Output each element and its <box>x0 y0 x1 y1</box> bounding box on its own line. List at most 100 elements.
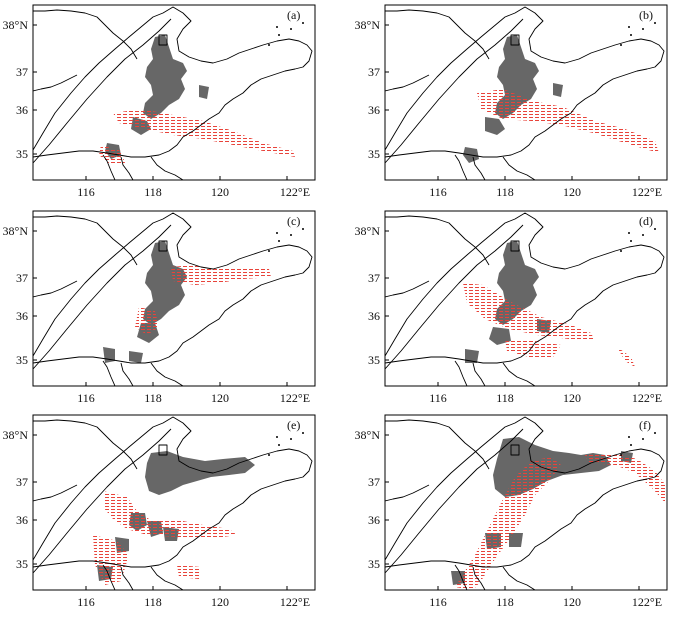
hatched-area <box>585 453 667 505</box>
map-panel-e: 38°N 37 36 35 116 118 120 122°E (e) <box>0 414 350 619</box>
boundary-line <box>510 444 520 456</box>
boundary-line <box>33 416 313 568</box>
island-mark <box>268 454 270 456</box>
y-tick-label: 36 <box>16 513 28 527</box>
y-tick-label: 36 <box>16 309 28 323</box>
map-frame <box>32 414 316 591</box>
panel-label: (f) <box>639 418 651 432</box>
boundary-line <box>102 154 116 180</box>
boundary-line <box>454 154 468 180</box>
shaded-area <box>553 83 563 97</box>
island-mark <box>302 22 304 24</box>
map-frame <box>384 4 668 181</box>
y-tick-label: 38°N <box>2 18 28 32</box>
y-tick-label: 35 <box>16 353 28 367</box>
island-mark <box>654 432 656 434</box>
map-panel-b: 38°N 37 36 35 116 118 120 122°E (b) <box>352 4 700 209</box>
boundary-line <box>33 280 78 298</box>
hatched-area <box>177 565 201 579</box>
x-tick-label: 122°E <box>279 185 311 199</box>
island-mark <box>620 44 622 46</box>
shaded-area <box>145 451 255 495</box>
island-mark <box>654 22 656 24</box>
x-tick-label: 120 <box>211 185 229 199</box>
boundary-line <box>102 564 116 590</box>
x-tick-label: 122°E <box>631 595 663 609</box>
map-frame <box>32 4 316 181</box>
island-mark <box>278 240 280 242</box>
shaded-area <box>199 85 209 99</box>
hatched-area <box>617 347 635 367</box>
island-mark <box>278 34 280 36</box>
boundary-line <box>158 444 168 456</box>
boundary-line <box>472 566 486 590</box>
x-tick-label: 116 <box>429 185 447 199</box>
panel-label: (c) <box>287 214 301 228</box>
map-panel-a: 38°N 37 36 35 116 118 120 122°E (a) <box>0 4 350 209</box>
x-tick-label: 118 <box>496 595 514 609</box>
boundary-line <box>33 419 138 470</box>
boundary-line <box>385 484 430 502</box>
y-tick-label: 35 <box>368 147 380 161</box>
map-panel-c: 38°N 37 36 35 116 118 120 122°E (c) <box>0 210 350 415</box>
x-tick-label: 116 <box>77 391 95 405</box>
y-tick-label: 37 <box>16 475 28 489</box>
shaded-area <box>103 347 115 363</box>
map-canvas <box>32 4 316 181</box>
boundary-line <box>158 240 168 252</box>
boundary-line <box>150 156 184 180</box>
boundary-line <box>385 18 524 164</box>
y-tick-label: 37 <box>368 475 380 489</box>
y-tick-label: 35 <box>16 147 28 161</box>
island-mark <box>642 438 644 440</box>
x-tick-label: 118 <box>496 185 514 199</box>
boundary-line <box>385 428 524 574</box>
x-tick-label: 118 <box>144 391 162 405</box>
map-frame <box>384 414 668 591</box>
boundary-line <box>150 362 184 386</box>
map-frame <box>32 210 316 387</box>
boundary-line <box>385 212 665 364</box>
x-tick-label: 116 <box>77 595 95 609</box>
x-tick-label: 120 <box>211 391 229 405</box>
island-mark <box>290 28 292 30</box>
boundary-line <box>150 566 184 590</box>
island-mark <box>276 436 278 438</box>
island-mark <box>628 26 630 28</box>
boundary-line <box>454 360 468 386</box>
panel-label: (e) <box>287 418 301 432</box>
y-tick-label: 37 <box>368 271 380 285</box>
x-tick-label: 118 <box>496 391 514 405</box>
y-tick-label: 38°N <box>354 18 380 32</box>
island-mark <box>302 228 304 230</box>
hatched-area <box>455 457 561 590</box>
island-mark <box>290 234 292 236</box>
island-mark <box>642 234 644 236</box>
boundary-line <box>102 360 116 386</box>
island-mark <box>276 232 278 234</box>
hatched-area <box>505 339 561 357</box>
x-tick-label: 120 <box>563 391 581 405</box>
x-tick-label: 120 <box>211 595 229 609</box>
boundary-line <box>502 362 536 386</box>
x-tick-label: 116 <box>429 595 447 609</box>
boundary-line <box>33 74 78 92</box>
map-canvas <box>32 210 316 387</box>
y-tick-label: 38°N <box>2 428 28 442</box>
map-panel-d: 38°N 37 36 35 116 118 120 122°E (d) <box>352 210 700 415</box>
boundary-line <box>33 6 313 158</box>
y-tick-label: 35 <box>368 353 380 367</box>
x-tick-label: 118 <box>144 185 162 199</box>
hatched-area <box>93 535 129 585</box>
boundary-line <box>385 6 665 158</box>
island-mark <box>630 444 632 446</box>
boundary-line <box>33 9 138 60</box>
island-mark <box>642 28 644 30</box>
y-tick-label: 36 <box>368 103 380 117</box>
y-tick-label: 37 <box>16 65 28 79</box>
island-mark <box>620 454 622 456</box>
boundary-line <box>385 74 430 92</box>
y-tick-label: 36 <box>16 103 28 117</box>
x-tick-label: 122°E <box>631 391 663 405</box>
shaded-area <box>509 533 523 547</box>
